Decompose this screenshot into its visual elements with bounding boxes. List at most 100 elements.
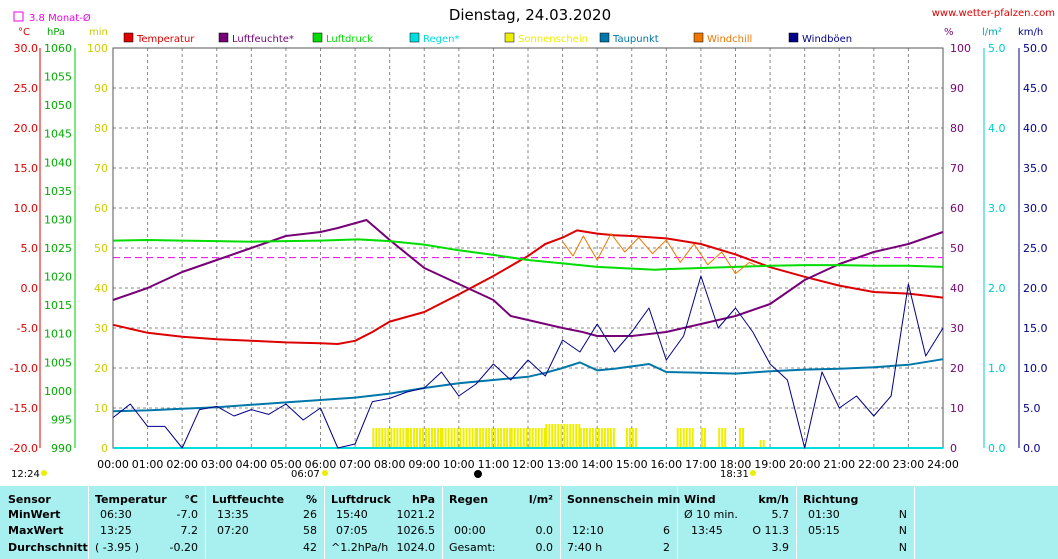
time-left-label: 12:24	[11, 469, 40, 480]
temp-max-time: 13:25	[100, 524, 132, 537]
wind-min-label: Ø 10 min.	[684, 508, 738, 521]
stats-divider	[560, 486, 561, 559]
row-label-sensor: Sensor	[8, 493, 51, 506]
pressure-max-value: 1026.5	[396, 524, 436, 537]
direction-avg-value: N	[898, 541, 907, 554]
sunrise-left-icon	[41, 470, 47, 476]
axis-tick-label-pressure: 1030	[44, 213, 72, 226]
direction-min-time: 01:30	[808, 508, 840, 521]
axis-tick-label-humidity: 100	[950, 42, 971, 55]
series-line-temperatur	[112, 229, 944, 345]
axis-tick-label-x: 07:00	[339, 458, 371, 471]
axis-tick-label-rain: 1.0	[988, 362, 1006, 375]
legend-label: Temperatur	[136, 34, 195, 45]
sunshine-total-value: 2	[663, 541, 670, 554]
sunrise-icon	[322, 470, 328, 476]
axis-unit-humidity: %	[944, 27, 954, 38]
axis-tick-label-pressure: 1050	[44, 99, 72, 112]
axis-tick-label-humidity: 30	[950, 322, 964, 335]
axis-tick-label-x: 05:00	[270, 458, 302, 471]
axis-tick-label-x: 20:00	[789, 458, 821, 471]
monthly-avg-label: 3.8 Monat-Ø	[29, 12, 91, 24]
axis-tick-label-sunshine: 70	[94, 162, 108, 175]
wind-title: Wind	[684, 493, 716, 506]
axis-tick-label-x: 15:00	[616, 458, 648, 471]
axis-tick-label-rain: 0.0	[988, 442, 1006, 455]
axis-tick-label-temp: 0.0	[21, 282, 39, 295]
chart-background	[0, 0, 1058, 486]
axis-tick-label-temp: 20.0	[14, 122, 39, 135]
axis-tick-label-pressure: 1055	[44, 71, 72, 84]
legend-swatch	[693, 32, 704, 43]
row-label-avg: Durchschnitt	[8, 541, 88, 554]
stats-divider	[324, 486, 325, 559]
chart-grid	[112, 47, 944, 449]
row-label-max: MaxWert	[8, 524, 64, 537]
axis-tick-label-humidity: 40	[950, 282, 964, 295]
direction-max-time: 05:15	[808, 524, 840, 537]
axis-tick-label-pressure: 1035	[44, 185, 72, 198]
axis-tick-label-x: 23:00	[893, 458, 925, 471]
rain-total-label: Gesamt:	[449, 541, 496, 554]
humidity-title: Luftfeuchte	[212, 493, 285, 506]
axis-tick-label-wind: 45.0	[1023, 82, 1048, 95]
temp-unit: °C	[184, 493, 198, 506]
pressure-max-time: 07:05	[336, 524, 368, 537]
axis-tick-label-x: 17:00	[685, 458, 717, 471]
axis-unit-rain: l/m²	[982, 27, 1002, 38]
axis-tick-label-x: 03:00	[201, 458, 233, 471]
sunrise-time-label: 06:07	[291, 469, 320, 480]
axis-tick-label-humidity: 20	[950, 362, 964, 375]
axis-tick-label-rain: 4.0	[988, 122, 1006, 135]
axis-tick-label-x: 00:00	[97, 458, 129, 471]
axis-tick-label-pressure: 1060	[44, 42, 72, 55]
axis-tick-label-x: 09:00	[408, 458, 440, 471]
axis-tick-label-humidity: 90	[950, 82, 964, 95]
axis-unit-wind: km/h	[1018, 27, 1043, 38]
legend-label: Luftdruck	[326, 34, 373, 45]
axis-tick-label-x: 10:00	[443, 458, 475, 471]
pressure-avg-value: 1024.0	[396, 541, 436, 554]
wind-max-value: O 11.3	[752, 524, 789, 537]
rain-unit: l/m²	[528, 493, 553, 506]
sunshine-title: Sonnenschein min	[567, 493, 681, 506]
axis-tick-label-wind: 15.0	[1023, 322, 1048, 335]
direction-title: Richtung	[803, 493, 859, 506]
pressure-unit: hPa	[411, 493, 435, 506]
axis-tick-label-rain: 5.0	[988, 42, 1006, 55]
axis-tick-label-rain: 2.0	[988, 282, 1006, 295]
axis-tick-label-x: 16:00	[650, 458, 682, 471]
axis-tick-label-wind: 40.0	[1023, 122, 1048, 135]
axis-tick-label-temp: 25.0	[14, 82, 39, 95]
axis-unit-temp: °C	[18, 27, 30, 38]
stats-divider	[88, 486, 89, 559]
axis-tick-label-x: 14:00	[581, 458, 613, 471]
legend-swatch	[123, 32, 134, 43]
legend-swatch	[218, 32, 229, 43]
axis-tick-label-sunshine: 50	[94, 242, 108, 255]
axis-tick-label-sunshine: 20	[94, 362, 108, 375]
monthly-avg-marker	[13, 11, 24, 22]
pressure-min-value: 1021.2	[396, 508, 436, 521]
stats-divider	[796, 486, 797, 559]
rain-max-time: 00:00	[454, 524, 486, 537]
stats-divider	[442, 486, 443, 559]
sunset-time-label: 18:31	[720, 469, 749, 480]
chart-axes: 30.0 25.0 20.0 15.0 10.0 5.0 0.0 -5.0 -10.0 -15.0…	[10, 42, 1048, 471]
direction-max-value: N	[898, 524, 907, 537]
direction-min-value: N	[898, 508, 907, 521]
humidity-unit: %	[305, 493, 317, 506]
humidity-max-time: 07:20	[217, 524, 249, 537]
axis-tick-label-wind: 0.0	[1023, 442, 1041, 455]
statistics-table: Sensor MinWert MaxWert Durchschnitt Temp…	[0, 486, 1058, 559]
axis-tick-label-x: 13:00	[547, 458, 579, 471]
axis-tick-label-pressure: 995	[51, 413, 72, 426]
axis-tick-label-wind: 20.0	[1023, 282, 1048, 295]
axis-tick-label-x: 24:00	[927, 458, 959, 471]
axis-tick-label-sunshine: 60	[94, 202, 108, 215]
axis-tick-label-pressure: 1000	[44, 385, 72, 398]
axis-tick-label-sunshine: 100	[87, 42, 108, 55]
wind-max-time: 13:45	[691, 524, 723, 537]
site-link[interactable]: www.wetter-pfalzen.com	[932, 8, 1055, 19]
legend-label: Taupunkt	[612, 34, 659, 45]
